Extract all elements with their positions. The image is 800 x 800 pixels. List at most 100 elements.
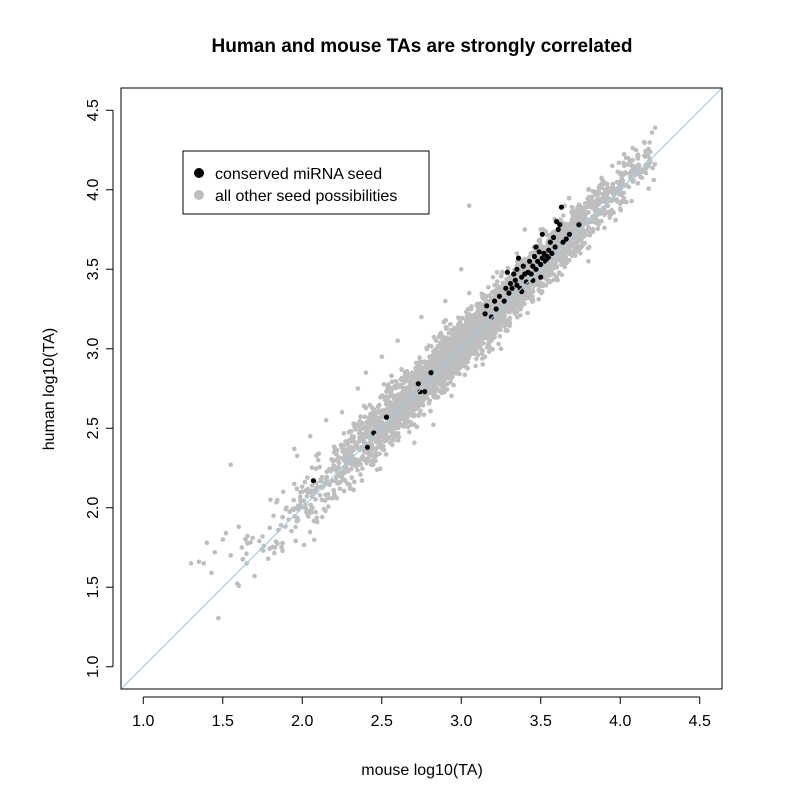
data-point-other [630, 145, 635, 151]
data-point-other [515, 314, 520, 320]
data-point-other [570, 219, 576, 225]
data-point-other [499, 269, 505, 275]
data-point-other [289, 528, 294, 534]
data-point-other [480, 362, 486, 367]
data-point-other [492, 283, 497, 288]
data-point-other [626, 184, 632, 190]
y-axis-label: human log10(TA) [41, 328, 58, 450]
data-point-other [317, 493, 323, 498]
data-point-other [512, 311, 518, 316]
data-point-other [428, 344, 434, 349]
data-point-other [431, 383, 437, 389]
data-point-other [364, 430, 370, 436]
data-point-other [639, 175, 645, 180]
data-point-other [442, 377, 447, 383]
data-point-other [494, 279, 500, 284]
data-point-other [248, 540, 253, 545]
data-point-other [495, 327, 501, 332]
data-point-other [590, 226, 596, 232]
data-point-other [334, 495, 339, 501]
data-point-other [362, 414, 368, 420]
data-point-other [586, 244, 592, 250]
data-point-other [293, 538, 299, 544]
data-point-other [280, 540, 285, 546]
data-point-other [257, 538, 262, 544]
data-point-other [407, 429, 412, 435]
data-point-other [313, 466, 319, 472]
chart-title: Human and mouse TAs are strongly correla… [212, 36, 633, 57]
data-point-other [395, 438, 401, 443]
data-point-other [356, 439, 362, 444]
data-point-other [528, 295, 533, 301]
data-point-other [360, 426, 366, 431]
data-point-other [367, 402, 373, 408]
data-point-other [494, 269, 500, 275]
data-point-other [351, 487, 356, 493]
data-point-other [317, 464, 323, 470]
data-point-other [360, 466, 365, 471]
data-point-other [502, 317, 508, 322]
data-point-other [314, 515, 320, 521]
data-point-other [618, 201, 623, 207]
data-point-other [293, 524, 298, 530]
data-point-other [339, 472, 344, 477]
data-point-other [398, 377, 404, 382]
data-point-other [449, 370, 454, 375]
data-point-other [566, 196, 572, 201]
data-point-other [562, 251, 568, 256]
data-point-other [507, 317, 512, 322]
data-point-other [343, 452, 348, 457]
data-point-other [559, 262, 564, 267]
data-point-other [416, 413, 422, 418]
data-point-other [599, 218, 604, 224]
data-point-other [601, 207, 607, 213]
data-point-other [309, 465, 315, 471]
data-point-other [525, 310, 530, 316]
data-point-other [545, 268, 550, 273]
data-point-other [610, 181, 616, 187]
data-point-other [431, 334, 437, 340]
data-point-other [326, 504, 331, 509]
data-point-other [474, 356, 479, 362]
data-point-other [383, 402, 389, 407]
data-point-other [379, 421, 384, 426]
data-point-other [382, 438, 388, 443]
data-point-other [439, 335, 444, 341]
data-point-other [309, 483, 315, 488]
data-point-other [500, 280, 506, 286]
data-point-other [629, 163, 635, 169]
data-point-other [650, 165, 655, 171]
data-point-other [313, 497, 318, 502]
data-point-other [443, 342, 449, 347]
data-point-other [362, 449, 367, 455]
data-point-other [341, 431, 347, 436]
data-point-other [278, 522, 284, 528]
data-point-other [400, 389, 405, 395]
data-point-other [383, 394, 389, 400]
data-point-other [418, 408, 423, 414]
data-point-other [473, 363, 478, 369]
data-point-other [474, 302, 480, 308]
data-point-other [460, 315, 465, 321]
data-point-other [452, 325, 457, 331]
data-point-other [554, 256, 559, 262]
data-point-other [302, 479, 308, 485]
data-point-other [336, 455, 342, 460]
data-point-other [353, 427, 359, 432]
data-point-other [539, 290, 544, 296]
data-point-other [381, 382, 387, 387]
data-point-other [387, 390, 393, 395]
data-point-other [595, 218, 601, 224]
data-point-other [245, 533, 250, 539]
data-point-other [272, 550, 277, 556]
data-point-other [337, 486, 343, 492]
data-point-other [417, 355, 422, 360]
data-point-other [448, 380, 453, 385]
data-point-other [275, 497, 280, 503]
data-point-other [499, 273, 504, 278]
data-point-other [304, 510, 309, 515]
data-point-other [389, 373, 394, 379]
data-point-other [345, 442, 351, 447]
data-point-other [311, 537, 317, 543]
data-point-other [331, 462, 336, 468]
